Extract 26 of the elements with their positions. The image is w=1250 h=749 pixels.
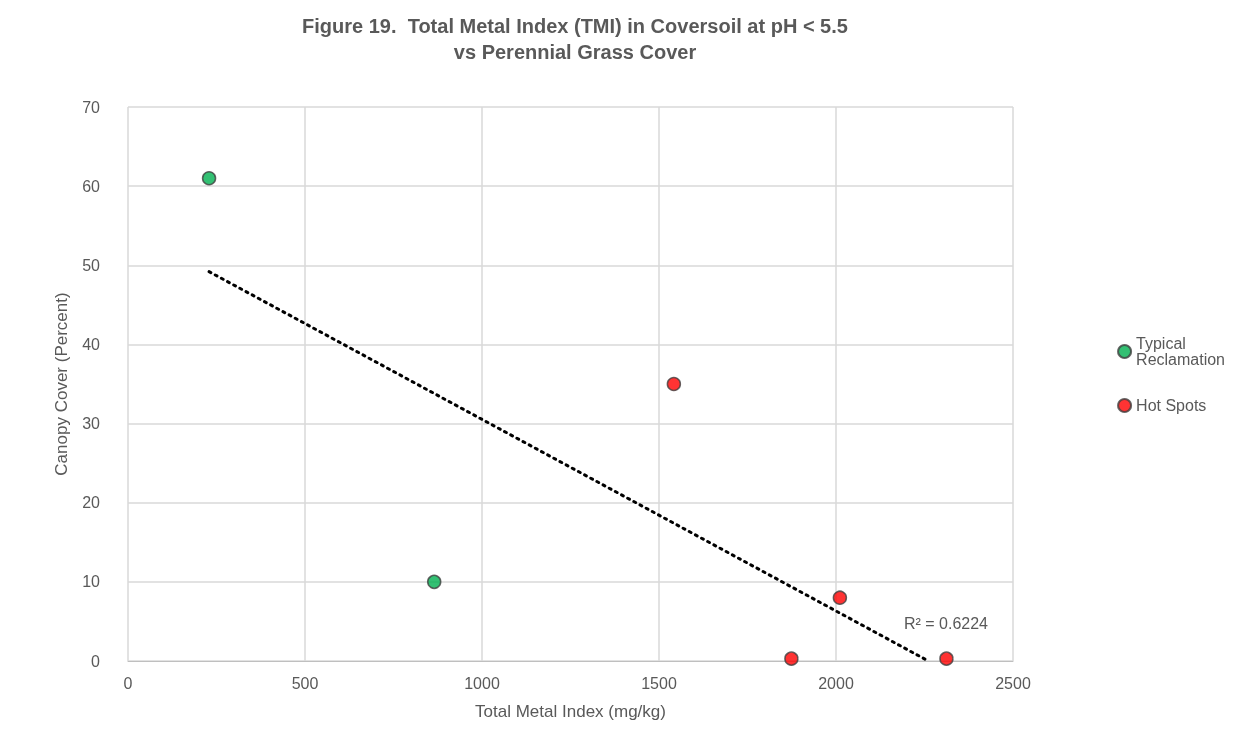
x-axis-title: Total Metal Index (mg/kg): [475, 702, 666, 721]
point: [201, 170, 217, 186]
point: [426, 574, 442, 590]
y-tick-label: 60: [82, 177, 101, 195]
point: [939, 651, 954, 666]
x-tick-label: 500: [291, 674, 319, 692]
legend-label: Hot Spots: [1136, 397, 1207, 414]
point: [784, 651, 799, 666]
y-tick-label: 0: [91, 652, 101, 670]
chart-title: Figure 19. Total Metal Index (TMI) in Coversoil at pH < 5.5 vs Perennial Grass Cover: [302, 15, 848, 63]
x-tick-label: 1500: [641, 674, 677, 692]
y-axis-title: Canopy Cover (Percent): [52, 292, 71, 476]
y-tick-label: 30: [82, 415, 101, 433]
y-tick-label: 20: [82, 494, 101, 512]
y-tick-label: 70: [82, 98, 101, 116]
y-tick-label: 50: [82, 256, 101, 274]
x-tick-label: 2000: [818, 674, 854, 692]
annotation: R² = 0.6224: [903, 614, 989, 632]
point: [832, 590, 848, 605]
x-tick-label: 1000: [464, 674, 500, 692]
legend-label: Typical Reclamation: [1136, 335, 1226, 368]
x-tick-label: 2500: [995, 674, 1031, 692]
y-tick-label: 10: [82, 573, 101, 591]
y-tick-label: 40: [82, 335, 101, 353]
point: [666, 376, 682, 392]
x-tick-label: 0: [123, 674, 133, 692]
